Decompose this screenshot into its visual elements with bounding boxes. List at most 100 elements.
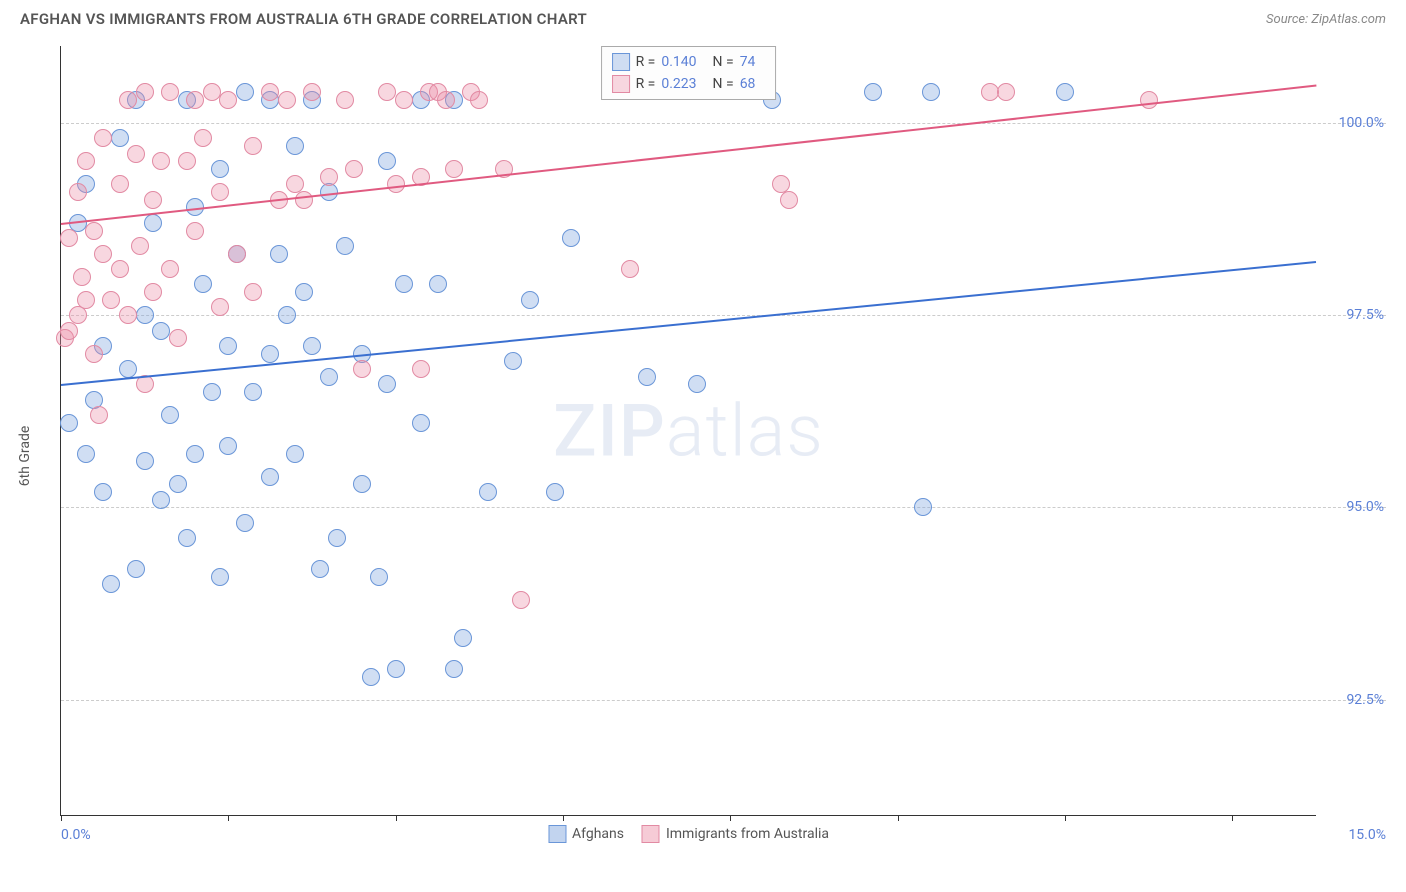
series-legend-label: Afghans	[572, 826, 624, 842]
stat-n-value: 68	[740, 76, 756, 92]
stat-r-label: R =	[636, 54, 656, 70]
data-point	[504, 352, 522, 370]
data-point	[362, 668, 380, 686]
x-tick	[898, 815, 899, 821]
data-point	[144, 191, 162, 209]
data-point	[90, 406, 108, 424]
data-point	[370, 568, 388, 586]
watermark: ZIPatlas	[553, 388, 824, 473]
data-point	[780, 191, 798, 209]
chart-title: AFGHAN VS IMMIGRANTS FROM AUSTRALIA 6TH …	[20, 10, 587, 28]
data-point	[136, 306, 154, 324]
data-point	[303, 83, 321, 101]
x-tick	[730, 815, 731, 821]
stat-n-value: 74	[740, 54, 756, 70]
series-legend-item: Afghans	[548, 825, 624, 843]
data-point	[178, 152, 196, 170]
data-point	[119, 360, 137, 378]
data-point	[161, 406, 179, 424]
data-point	[152, 152, 170, 170]
data-point	[1056, 83, 1074, 101]
data-point	[60, 414, 78, 432]
data-point	[119, 91, 137, 109]
legend-swatch	[548, 825, 566, 843]
data-point	[236, 83, 254, 101]
data-point	[77, 445, 95, 463]
data-point	[244, 383, 262, 401]
data-point	[864, 83, 882, 101]
data-point	[336, 91, 354, 109]
x-tick	[563, 815, 564, 821]
data-point	[270, 245, 288, 263]
data-point	[546, 483, 564, 501]
y-tick-label: 92.5%	[1324, 692, 1384, 708]
data-point	[94, 483, 112, 501]
data-point	[77, 152, 95, 170]
data-point	[562, 229, 580, 247]
data-point	[445, 660, 463, 678]
data-point	[244, 137, 262, 155]
data-point	[261, 468, 279, 486]
data-point	[186, 222, 204, 240]
data-point	[454, 629, 472, 647]
data-point	[60, 322, 78, 340]
data-point	[102, 575, 120, 593]
data-point	[261, 83, 279, 101]
data-point	[320, 168, 338, 186]
series-legend-item: Immigrants from Australia	[642, 825, 829, 843]
data-point	[211, 160, 229, 178]
data-point	[219, 437, 237, 455]
data-point	[353, 360, 371, 378]
data-point	[1140, 91, 1158, 109]
data-point	[470, 91, 488, 109]
data-point	[412, 360, 430, 378]
data-point	[161, 83, 179, 101]
data-point	[152, 322, 170, 340]
data-point	[621, 260, 639, 278]
data-point	[387, 660, 405, 678]
chart-source: Source: ZipAtlas.com	[1266, 12, 1386, 27]
data-point	[345, 160, 363, 178]
data-point	[219, 337, 237, 355]
data-point	[60, 229, 78, 247]
x-tick	[1232, 815, 1233, 821]
data-point	[144, 214, 162, 232]
data-point	[236, 514, 254, 532]
data-point	[161, 260, 179, 278]
data-point	[688, 375, 706, 393]
data-point	[328, 529, 346, 547]
data-point	[203, 83, 221, 101]
data-point	[194, 275, 212, 293]
legend-swatch	[612, 53, 630, 71]
data-point	[286, 445, 304, 463]
stats-legend-row: R =0.223N =68	[612, 73, 766, 95]
data-point	[303, 337, 321, 355]
data-point	[69, 183, 87, 201]
data-point	[437, 91, 455, 109]
data-point	[479, 483, 497, 501]
x-label-min: 0.0%	[61, 827, 91, 843]
data-point	[278, 306, 296, 324]
data-point	[186, 91, 204, 109]
series-legend: Afghans Immigrants from Australia	[548, 825, 829, 843]
series-legend-label: Immigrants from Australia	[666, 826, 829, 842]
data-point	[922, 83, 940, 101]
data-point	[914, 498, 932, 516]
data-point	[395, 91, 413, 109]
data-point	[378, 152, 396, 170]
stats-legend-row: R =0.140N =74	[612, 51, 766, 73]
legend-swatch	[642, 825, 660, 843]
data-point	[169, 475, 187, 493]
chart-container: 6th Grade ZIPatlas 92.5%95.0%97.5%100.0%…	[0, 36, 1406, 876]
data-point	[295, 191, 313, 209]
stat-r-label: R =	[636, 76, 656, 92]
trend-line	[61, 84, 1316, 224]
data-point	[85, 222, 103, 240]
data-point	[144, 283, 162, 301]
data-point	[111, 260, 129, 278]
data-point	[131, 237, 149, 255]
data-point	[278, 91, 296, 109]
data-point	[311, 560, 329, 578]
x-tick	[61, 815, 62, 821]
stats-legend: R =0.140N =74R =0.223N =68	[601, 46, 777, 100]
